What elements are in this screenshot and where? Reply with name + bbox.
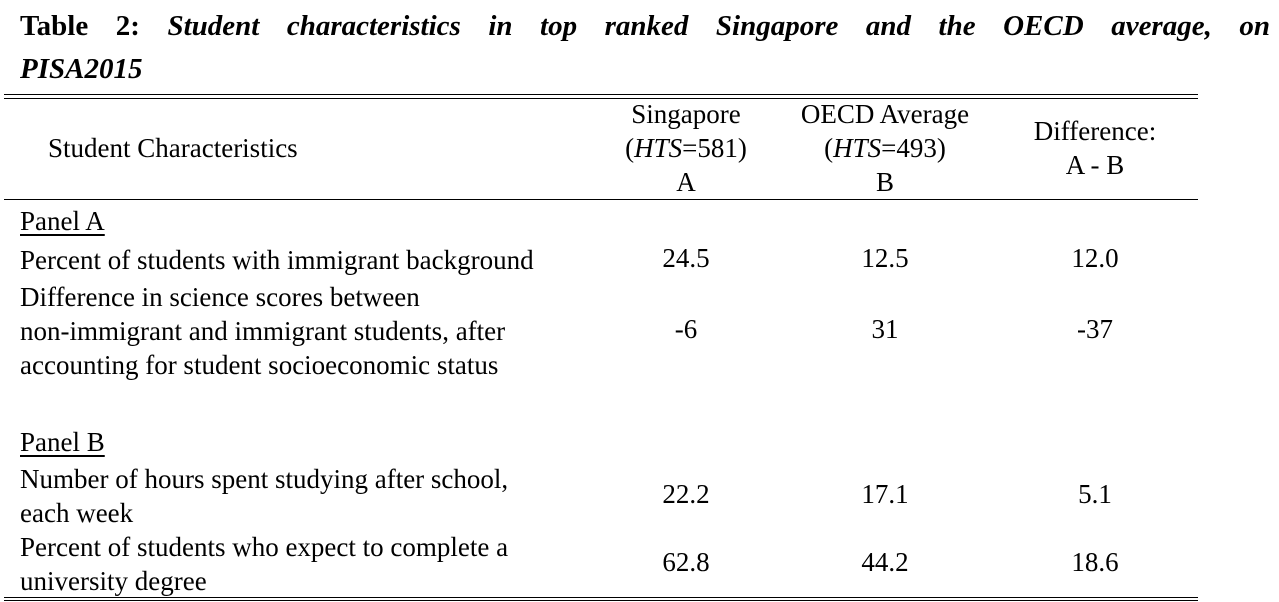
header-col-a: Singapore (HTS=581) A <box>600 97 772 199</box>
cell-b: 31 <box>871 314 899 344</box>
row-label-line1: Number of hours spent studying after sch… <box>20 464 509 494</box>
row-label-line1: Percent of students who expect to comple… <box>20 532 509 562</box>
cell-b: 12.5 <box>861 243 909 273</box>
cell-b: 44.2 <box>861 547 909 577</box>
bottom-rule-second <box>4 600 1198 601</box>
cell-diff: 18.6 <box>1071 547 1119 577</box>
row-label: Percent of students with immigrant backg… <box>20 245 534 275</box>
header-rule <box>4 199 1198 200</box>
col-a-letter: A <box>676 167 696 197</box>
row-label-line2: university degree <box>20 566 207 596</box>
row-label-line2: each week <box>20 498 134 528</box>
row-label-line3: accounting for student socioeconomic sta… <box>20 350 499 380</box>
cell-a: 24.5 <box>662 243 710 273</box>
col-b-name: OECD Average <box>800 99 970 129</box>
row-label-line1: Difference in science scores between <box>20 282 420 312</box>
cell-a: 22.2 <box>662 479 710 509</box>
table-caption: Table 2: Student characteristics in top … <box>20 6 1270 47</box>
col-diff-line1: Difference: <box>1033 116 1157 146</box>
cell-diff: 12.0 <box>1071 243 1119 273</box>
cell-diff: 5.1 <box>1078 479 1112 509</box>
header-col-diff: Difference: A - B <box>1000 114 1190 182</box>
row-label-line2: non-immigrant and immigrant students, af… <box>20 316 506 346</box>
cell-a: 62.8 <box>662 547 710 577</box>
table-title-line2: PISA2015 <box>20 53 143 85</box>
top-rule-second <box>4 98 1198 99</box>
panel-a-title: Panel A <box>20 206 105 236</box>
panel-b-title: Panel B <box>20 427 105 457</box>
col-b-hts: (HTS=493) <box>824 133 946 163</box>
top-rule <box>4 94 1198 95</box>
cell-diff: -37 <box>1077 314 1113 344</box>
bottom-rule <box>4 597 1198 598</box>
table-label: Table 2: <box>20 10 140 42</box>
header-col-b: OECD Average (HTS=493) B <box>782 97 988 199</box>
col-diff-line2: A - B <box>1065 150 1125 180</box>
col-a-hts: (HTS=581) <box>625 133 747 163</box>
table-title-line1: Student characteristics in top ranked Si… <box>167 10 1270 42</box>
col-a-name: Singapore <box>631 99 741 129</box>
cell-b: 17.1 <box>861 479 909 509</box>
header-row-label: Student Characteristics <box>48 133 298 163</box>
cell-a: -6 <box>674 314 698 344</box>
col-b-letter: B <box>875 167 894 197</box>
